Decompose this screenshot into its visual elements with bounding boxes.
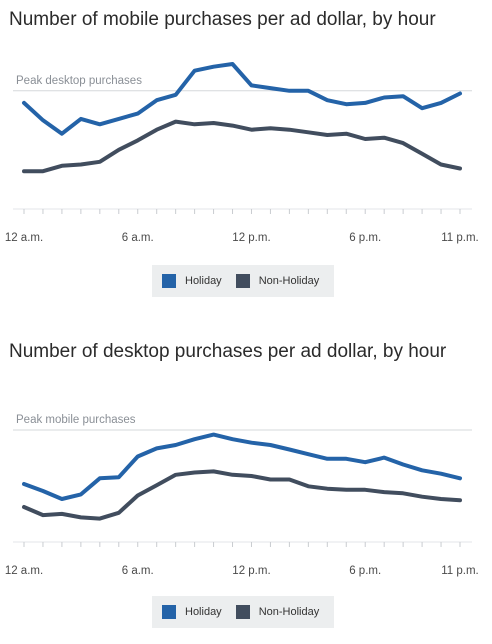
legend-label: Holiday <box>185 275 222 287</box>
series-line-holiday <box>22 432 462 501</box>
x-tick-label: 12 a.m. <box>5 565 43 577</box>
series-line-non-holiday <box>22 119 462 174</box>
legend-item-non-holiday[interactable]: Non-Holiday <box>235 274 320 288</box>
reference-line-label: Peak mobile purchases <box>16 414 136 426</box>
legend-item-holiday[interactable]: Holiday <box>162 274 222 288</box>
x-tick-label: 11 p.m. <box>441 232 479 244</box>
x-tick-label: 6 a.m. <box>122 232 154 244</box>
chart-title: Number of desktop purchases per ad dolla… <box>9 341 447 362</box>
chart-title: Number of mobile purchases per ad dollar… <box>9 9 436 30</box>
x-tick-label: 6 a.m. <box>122 565 154 577</box>
non-holiday-swatch <box>235 274 250 288</box>
series-line-holiday <box>22 62 462 136</box>
mobile-chart: Number of mobile purchases per ad dollar… <box>0 0 492 312</box>
legend-item-holiday[interactable]: Holiday <box>162 605 222 619</box>
chart-legend: Holiday Non-Holiday <box>152 265 334 297</box>
legend-label: Non-Holiday <box>258 275 320 287</box>
mobile-chart-plot: Peak desktop purchases 12 a.m. 6 a.m. 12 p.… <box>5 62 479 244</box>
holiday-swatch <box>162 605 176 619</box>
x-tick-label: 6 p.m. <box>349 565 381 577</box>
legend-label: Holiday <box>185 606 222 618</box>
reference-line-label: Peak desktop purchases <box>16 75 142 87</box>
x-tick-label: 12 a.m. <box>5 232 43 244</box>
x-tick-label: 6 p.m. <box>349 232 381 244</box>
x-tick-label: 11 p.m. <box>441 565 479 577</box>
x-tick-label: 12 p.m. <box>232 232 270 244</box>
x-tick-label: 12 p.m. <box>232 565 270 577</box>
chart-legend: Holiday Non-Holiday <box>152 596 334 628</box>
desktop-chart-plot: Peak mobile purchases 12 a.m. 6 a.m. 12 p.m… <box>5 414 479 577</box>
desktop-chart: Number of desktop purchases per ad dolla… <box>0 332 492 644</box>
legend-item-non-holiday[interactable]: Non-Holiday <box>235 605 320 619</box>
legend-label: Non-Holiday <box>258 606 320 618</box>
holiday-swatch <box>162 274 176 288</box>
non-holiday-swatch <box>235 605 250 619</box>
series-line-non-holiday <box>22 469 462 521</box>
